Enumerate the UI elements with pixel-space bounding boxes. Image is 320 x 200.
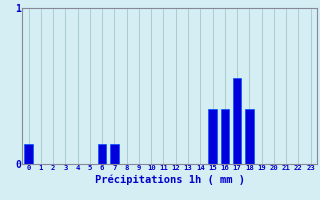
Bar [110,144,119,164]
Bar [208,109,217,164]
Bar [233,78,241,164]
Bar [98,144,107,164]
X-axis label: Précipitations 1h ( mm ): Précipitations 1h ( mm ) [95,174,244,185]
Bar [245,109,254,164]
Bar [24,144,33,164]
Bar [220,109,229,164]
